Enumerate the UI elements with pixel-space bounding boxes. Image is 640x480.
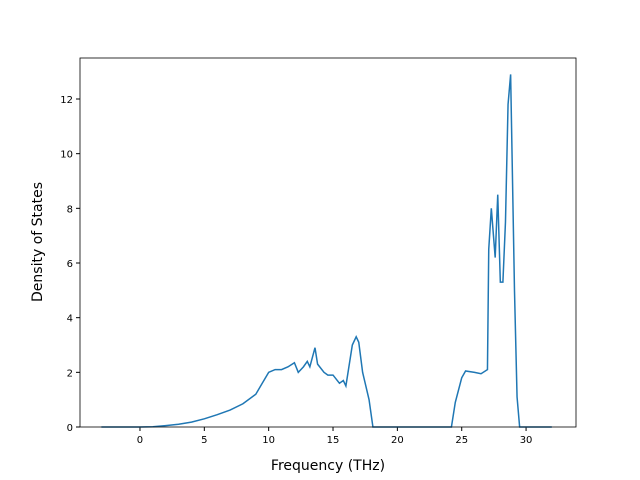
x-axis-label: Frequency (THz) <box>271 458 385 474</box>
x-tick-label: 15 <box>327 435 340 446</box>
x-tick-label: 20 <box>391 435 404 446</box>
x-tick-label: 30 <box>520 435 533 446</box>
x-tick-label: 5 <box>201 435 207 446</box>
x-tick-label: 0 <box>137 435 143 446</box>
y-tick-label: 4 <box>67 314 73 325</box>
y-tick-label: 8 <box>67 204 73 215</box>
x-tick-label: 25 <box>455 435 468 446</box>
y-tick-label: 10 <box>60 150 73 161</box>
y-tick-label: 6 <box>67 259 73 270</box>
y-tick-label: 2 <box>67 368 73 379</box>
y-tick-label: 12 <box>60 95 73 106</box>
x-tick-label: 10 <box>262 435 275 446</box>
plot-frame <box>79 57 577 428</box>
data-line <box>101 74 552 428</box>
y-axis-label: Density of States <box>30 182 46 302</box>
y-tick-label: 0 <box>67 423 73 434</box>
